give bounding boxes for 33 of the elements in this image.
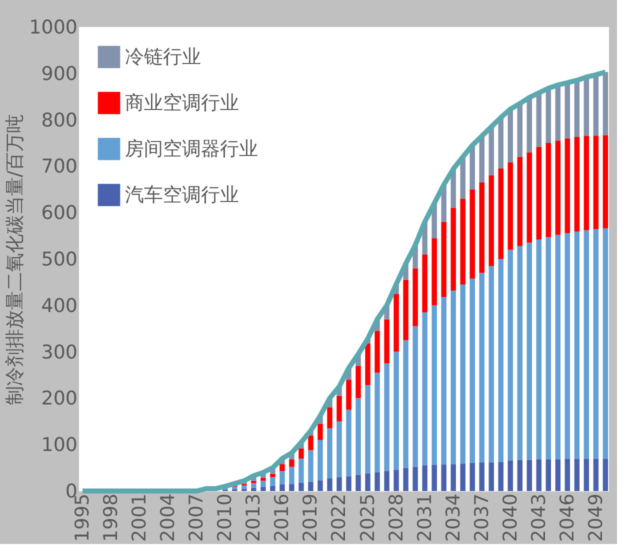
x-tick-label: 2019 [300,494,322,542]
y-tick-label: 100 [41,434,78,456]
x-tick-label: 2028 [385,494,408,542]
x-tick-label: 2022 [328,494,350,542]
x-tick-label: 2040 [499,494,522,542]
legend-label: 汽车空调行业 [125,184,239,206]
legend-label: 冷链行业 [125,46,201,68]
y-axis-title: 制冷剂排放量二氧化碳当量/百万吨 [4,114,26,406]
y-tick-label: 600 [41,202,78,224]
x-tick-label: 2004 [157,494,180,542]
y-tick-label: 300 [41,341,78,364]
x-tick-label: 1998 [100,494,122,542]
x-tick-label: 2001 [128,494,151,542]
y-tick-label: 900 [41,62,78,85]
x-tick-label: 2046 [556,494,578,542]
y-tick-label: 1000 [29,16,78,38]
legend-label: 商业空调行业 [125,92,239,114]
y-tick-label: 700 [41,156,78,178]
y-tick-label: 200 [41,388,78,410]
x-tick-label: 2049 [584,494,607,542]
y-tick-label: 500 [41,248,78,270]
x-tick-label: 2034 [442,494,464,542]
legend-label: 房间空调器行业 [125,138,258,160]
x-tick-label: 2010 [214,494,236,542]
x-tick-label: 2016 [271,494,294,542]
x-tick-label: 2031 [414,494,436,542]
x-tick-label: 2043 [528,494,550,542]
y-tick-label: 800 [41,109,78,132]
y-tick-label: 400 [41,294,78,317]
x-tick-label: 2007 [186,494,208,542]
x-tick-label: 2025 [356,494,379,542]
x-tick-label: 2037 [470,494,493,542]
x-tick-label: 2013 [242,494,265,542]
